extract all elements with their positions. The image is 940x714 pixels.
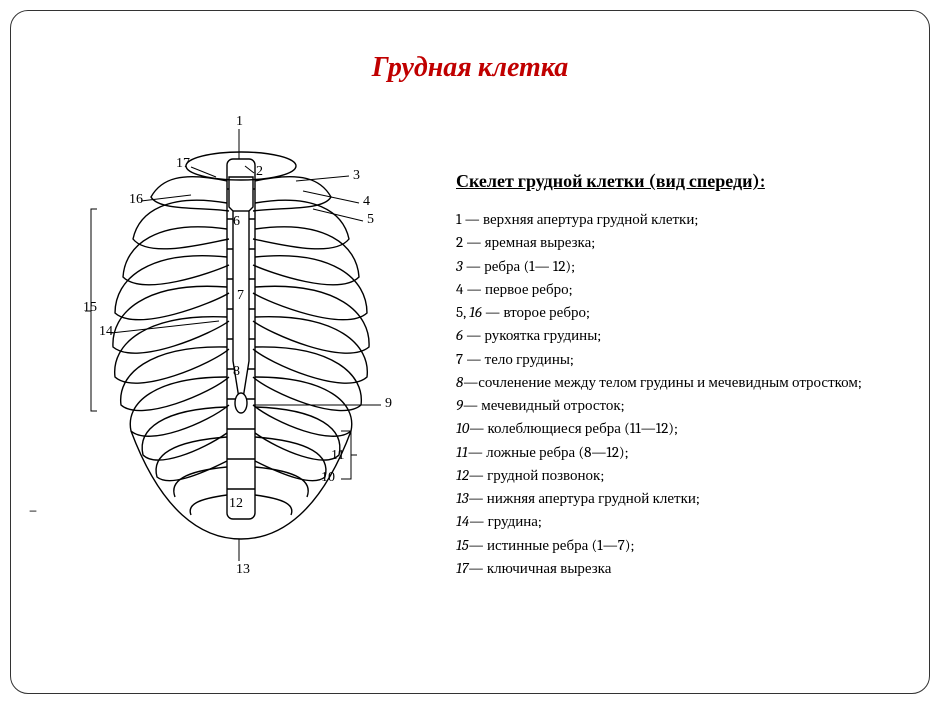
diagram-label: 6 bbox=[233, 214, 240, 229]
stray-dash: – bbox=[29, 501, 37, 519]
diagram-label: 4 bbox=[363, 194, 370, 209]
diagram-label: 16 bbox=[129, 192, 143, 207]
diagram-label: 3 bbox=[353, 168, 360, 183]
legend-entry: 17— ключичная вырезка bbox=[456, 557, 926, 580]
legend-entry: 9— мечевидный отросток; bbox=[456, 394, 926, 417]
diagram-label: 1 bbox=[236, 114, 243, 129]
legend-entry: 14— грудина; bbox=[456, 510, 926, 533]
legend-entry: 13— нижняя апертура грудной клетки; bbox=[456, 487, 926, 510]
legend-entry: 2 — яремная вырезка; bbox=[456, 231, 926, 254]
legend-entry: 7 — тело грудины; bbox=[456, 348, 926, 371]
legend-entry: 6 — рукоятка грудины; bbox=[456, 324, 926, 347]
legend-column: Скелет грудной клетки (вид спереди): 1 —… bbox=[456, 171, 926, 580]
diagram-label: 7 bbox=[237, 288, 244, 303]
diagram-label: 11 bbox=[331, 448, 344, 463]
page-title: Грудная клетка bbox=[11, 51, 929, 84]
diagram-label: 15 bbox=[83, 300, 97, 315]
diagram-label: 5 bbox=[367, 212, 374, 227]
diagram-label: 8 bbox=[233, 364, 240, 379]
diagram-label: 17 bbox=[176, 156, 190, 171]
diagram-label: 9 bbox=[385, 396, 392, 411]
slide-frame: Грудная клетка – bbox=[10, 10, 930, 694]
diagram-label: 10 bbox=[321, 470, 335, 485]
legend-title: Скелет грудной клетки (вид спереди): bbox=[456, 171, 926, 192]
legend-entry: 10— колеблющиеся ребра (11—12); bbox=[456, 417, 926, 440]
legend-entry: 12— грудной позвонок; bbox=[456, 464, 926, 487]
legend-entry: 11— ложные ребра (8—12); bbox=[456, 441, 926, 464]
legend-entry: 3 — ребра (1— 12); bbox=[456, 255, 926, 278]
diagram-label: 14 bbox=[99, 324, 113, 339]
legend-entry: 5, 16 — второе ребро; bbox=[456, 301, 926, 324]
legend-entry: 8—сочленение между телом грудины и мечев… bbox=[456, 371, 926, 394]
diagram-label: 12 bbox=[229, 496, 243, 511]
legend-entry: 4 — первое ребро; bbox=[456, 278, 926, 301]
diagram-label: 13 bbox=[236, 562, 250, 577]
legend-entries: 1 — верхняя апертура грудной клетки;2 — … bbox=[456, 208, 926, 580]
legend-entry: 1 — верхняя апертура грудной клетки; bbox=[456, 208, 926, 231]
legend-entry: 15— истинные ребра (1—7); bbox=[456, 534, 926, 557]
ribcage-diagram: 1 17 2 3 16 4 5 6 15 7 14 8 9 11 10 12 13 bbox=[41, 111, 441, 591]
diagram-label: 2 bbox=[256, 164, 263, 179]
